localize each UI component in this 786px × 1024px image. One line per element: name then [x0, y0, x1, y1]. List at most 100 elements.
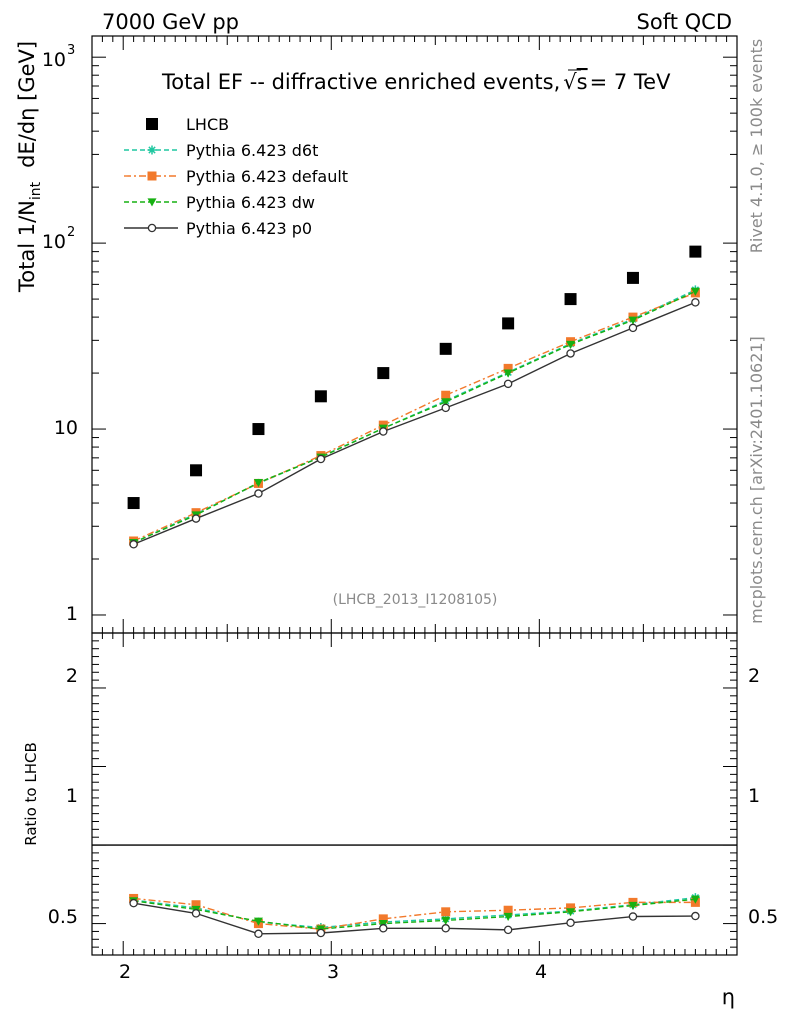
main-series	[127, 245, 702, 549]
data-point-pythia-6-423-p0	[191, 514, 201, 523]
data-point-pythia-6-423-dw	[253, 479, 263, 488]
data-point-lhcb	[626, 271, 639, 284]
ratio-tick-label-1: 1	[66, 785, 78, 807]
data-point-pythia-6-423-p0	[691, 298, 700, 307]
ratio-y-axis-label: Ratio to LHCB	[22, 742, 40, 846]
ratio-point-pythia-6-423-p0	[316, 928, 326, 938]
main-y-tick-labels: 1 10 10 2 10 3	[42, 43, 78, 625]
ratio-point-pythia-6-423-p0	[691, 911, 700, 921]
data-point-pythia-6-423-dw	[628, 316, 638, 325]
ratio-line-pythia-6-423-p0	[133, 902, 696, 935]
data-point-pythia-6-423-default	[441, 390, 451, 400]
data-point-pythia-6-423-dw	[566, 340, 576, 349]
ratio-point-pythia-6-423-dw	[566, 908, 576, 917]
ratio-point-pythia-6-423-p0	[441, 924, 450, 933]
data-point-lhcb	[252, 423, 265, 436]
ratio-point-pythia-6-423-p0	[254, 929, 263, 939]
data-point-lhcb	[190, 464, 203, 477]
legend-marker-pythia-6-423-dw	[147, 198, 157, 207]
data-point-lhcb	[377, 367, 390, 380]
legend-label-d6t: Pythia 6.423 d6t	[186, 141, 318, 160]
data-point-lhcb	[564, 293, 577, 306]
data-point-pythia-6-423-p0	[503, 379, 513, 389]
ratio-tick-label-2: 2	[66, 665, 78, 687]
ratio-point-pythia-6-423-dw	[441, 916, 451, 925]
analysis-watermark: (LHCB_2013_I1208105)	[333, 592, 498, 608]
series-line-pythia-6-423-default	[133, 292, 696, 542]
data-point-pythia-6-423-p0	[379, 427, 388, 436]
ratio-tick-label-right-1: 1	[748, 785, 760, 807]
ratio-point-pythia-6-423-default	[441, 907, 451, 917]
ratio-point-pythia-6-423-p0	[379, 924, 388, 933]
data-point-pythia-6-423-dw	[441, 398, 451, 407]
legend-marks	[124, 118, 178, 233]
y-tick-label-10: 10	[54, 417, 78, 439]
legend-marker-pythia-6-423-d6t	[147, 145, 157, 155]
legend-label-p0: Pythia 6.423 p0	[186, 219, 312, 238]
series-line-pythia-6-423-d6t	[133, 289, 696, 544]
ratio-point-pythia-6-423-default	[191, 900, 201, 910]
ratio-point-pythia-6-423-dw	[503, 912, 513, 922]
legend-marker-pythia-6-423-p0	[147, 223, 157, 233]
ratio-point-pythia-6-423-dw	[628, 901, 638, 911]
rivet-label: Rivet 4.1.0, ≥ 100k events	[747, 39, 766, 253]
y-tick-label-1000: 10	[42, 49, 66, 71]
data-point-pythia-6-423-p0	[316, 454, 326, 464]
data-point-pythia-6-423-p0	[566, 349, 575, 358]
data-point-pythia-6-423-p0	[441, 403, 450, 413]
data-point-pythia-6-423-p0	[628, 323, 638, 333]
x-tick-label-2: 2	[119, 961, 131, 983]
main-axis-ticks	[91, 36, 738, 633]
ratio-point-pythia-6-423-dw	[378, 919, 388, 929]
ratio-point-pythia-6-423-default	[378, 914, 388, 924]
ratio-y-tick-labels-right: 0.5 1 2	[748, 665, 778, 928]
ratio-point-pythia-6-423-p0	[129, 898, 138, 908]
legend-label-dw: Pythia 6.423 dw	[186, 193, 315, 212]
x-tick-label-3: 3	[327, 961, 339, 983]
x-tick-labels: 2 3 4	[119, 961, 547, 983]
y-tick-label-1: 1	[66, 603, 78, 625]
ratio-point-pythia-6-423-default	[503, 905, 513, 915]
ratio-tick-label-0.5: 0.5	[48, 906, 78, 928]
series-line-pythia-6-423-dw	[133, 290, 696, 544]
header-category: Soft QCD	[637, 10, 732, 34]
y-tick-exp-100: 2	[67, 225, 75, 240]
header-energy: 7000 GeV pp	[102, 10, 239, 34]
data-point-pythia-6-423-default	[503, 363, 513, 373]
ratio-line-pythia-6-423-default	[133, 897, 696, 930]
data-point-lhcb	[439, 342, 452, 355]
x-axis-label: η	[722, 985, 735, 1009]
ratio-point-pythia-6-423-default	[566, 903, 576, 913]
legend-marker-lhcb	[146, 118, 158, 130]
ratio-point-pythia-6-423-dw	[690, 895, 700, 904]
data-point-pythia-6-423-p0	[254, 489, 263, 498]
ratio-point-pythia-6-423-dw	[253, 917, 263, 926]
data-point-lhcb	[314, 390, 327, 403]
ratio-point-pythia-6-423-p0	[503, 925, 513, 935]
ratio-line-pythia-6-423-dw	[133, 898, 696, 930]
ratio-tick-label-right-0.5: 0.5	[748, 906, 778, 928]
series-line-pythia-6-423-p0	[133, 301, 696, 545]
data-point-pythia-6-423-p0	[129, 540, 138, 549]
data-point-lhcb	[502, 317, 515, 330]
ratio-tick-label-right-2: 2	[748, 665, 760, 687]
ratio-series	[129, 893, 700, 939]
legend-label-lhcb: LHCB	[186, 115, 229, 134]
legend-label-default: Pythia 6.423 default	[186, 167, 348, 186]
data-point-pythia-6-423-dw	[690, 287, 700, 296]
ratio-axis-ticks	[91, 633, 738, 956]
y-tick-label-100: 10	[42, 231, 66, 253]
data-point-lhcb	[127, 497, 140, 510]
data-point-pythia-6-423-dw	[503, 369, 513, 378]
legend-marker-pythia-6-423-default	[147, 171, 157, 181]
mcplots-label: mcplots.cern.ch [arXiv:2401.10621]	[747, 336, 766, 624]
ratio-y-tick-labels-left: 0.5 1 2	[48, 665, 78, 928]
ratio-point-pythia-6-423-p0	[628, 912, 638, 921]
x-tick-label-4: 4	[535, 961, 547, 983]
chart-title: Total EF -- diffractive enriched events,…	[161, 70, 671, 94]
main-y-axis-label: Total 1/NintdE/dη [GeV]	[15, 41, 44, 293]
legend: LHCB Pythia 6.423 d6t Pythia 6.423 defau…	[186, 115, 348, 238]
ratio-plot-frame	[91, 632, 738, 956]
ratio-point-pythia-6-423-p0	[191, 909, 201, 918]
